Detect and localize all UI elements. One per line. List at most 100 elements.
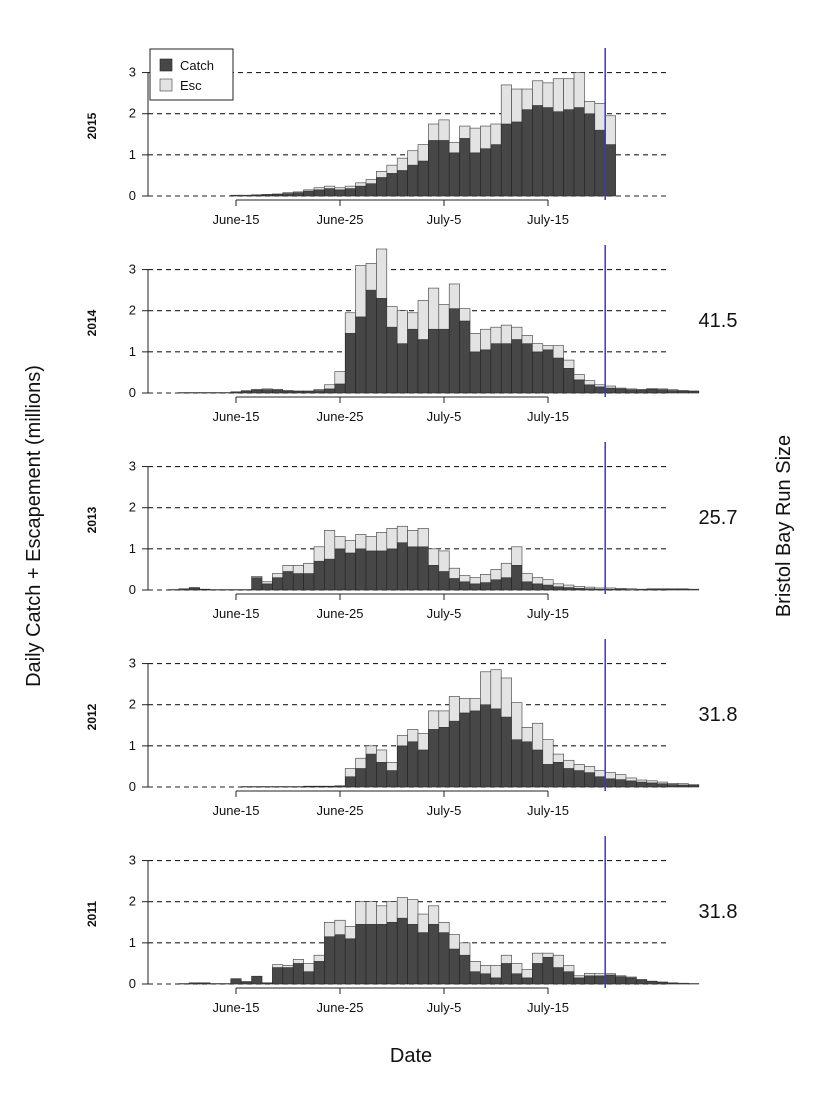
- catch-bar: [282, 967, 294, 985]
- catch-bar: [386, 548, 398, 591]
- escapement-bar: [344, 185, 356, 189]
- catch-bar: [428, 140, 440, 197]
- catch-bar: [511, 121, 523, 197]
- escapement-bar: [459, 698, 471, 714]
- y-tick-label: 0: [129, 976, 136, 991]
- escapement-bar: [573, 585, 585, 589]
- panel-2014: 0 1 2 3 June-15 June-25 July-5 July-15 2014 41.5: [85, 245, 737, 424]
- escapement-bar: [438, 550, 450, 572]
- escapement-bar: [365, 901, 377, 925]
- escapement-bar: [594, 770, 606, 778]
- escapement-bar: [303, 963, 315, 972]
- escapement-bar: [490, 326, 502, 344]
- legend-box: [149, 48, 234, 101]
- catch-bar: [542, 107, 554, 197]
- escapement-bar: [438, 119, 450, 141]
- catch-bar: [584, 384, 596, 394]
- escapement-bar: [542, 82, 554, 108]
- escapement-bar: [573, 975, 585, 979]
- catch-bar: [324, 388, 336, 394]
- escapement-bar: [376, 248, 388, 299]
- catch-bar: [469, 152, 481, 197]
- panel-2013: 0 1 2 3 June-15 June-25 July-5 July-15 2013 25.7: [85, 442, 737, 621]
- y-tick-label: 1: [129, 344, 136, 359]
- run-size-value: 31.8: [699, 704, 738, 726]
- escapement-bar: [521, 335, 533, 344]
- legend-catch-label: Catch: [180, 58, 214, 73]
- escapement-bar: [584, 766, 596, 773]
- catch-bar: [625, 977, 637, 985]
- catch-bar: [438, 140, 450, 197]
- y-tick-label: 3: [129, 262, 136, 277]
- catch-bar: [240, 981, 252, 985]
- catch-bar: [396, 745, 408, 788]
- catch-bar: [480, 349, 492, 394]
- catch-bar: [573, 379, 585, 394]
- escapement-bar: [677, 783, 689, 786]
- catch-bar: [656, 389, 668, 394]
- catch-bar: [324, 936, 336, 985]
- catch-bar: [584, 772, 596, 788]
- catch-bar: [490, 579, 502, 591]
- escapement-bar: [552, 345, 564, 359]
- panel-2012: 0 1 2 3 June-15 June-25 July-5 July-15 2012 31.8: [85, 639, 737, 818]
- legend-catch-swatch: [159, 58, 173, 72]
- catch-bar: [594, 129, 606, 197]
- catch-bar: [376, 177, 388, 197]
- y-tick-label: 0: [129, 779, 136, 794]
- escapement-bar: [594, 973, 606, 977]
- escapement-bar: [532, 80, 544, 106]
- catch-bar: [355, 548, 367, 591]
- escapement-bar: [490, 569, 502, 581]
- x-tick-label: June-15: [213, 212, 260, 227]
- escapement-bar: [240, 390, 252, 392]
- x-tick-label: July-5: [427, 212, 462, 227]
- escapement-bar: [563, 78, 575, 110]
- escapement-bar: [396, 735, 408, 747]
- escapement-bar: [604, 587, 616, 590]
- catch-bar: [615, 779, 627, 788]
- catch-bar: [324, 188, 336, 197]
- catch-bar: [272, 389, 284, 394]
- escapement-bar: [407, 899, 419, 925]
- catch-bar: [563, 368, 575, 394]
- catch-bar: [636, 979, 648, 985]
- catch-bar: [521, 977, 533, 985]
- legend-esc-swatch: [159, 78, 173, 92]
- catch-bar: [428, 565, 440, 591]
- catch-bar: [386, 326, 398, 394]
- panel-year-label: 2014: [85, 309, 99, 336]
- escapement-bar: [667, 782, 679, 785]
- escapement-bar: [324, 921, 336, 937]
- x-tick-label: June-25: [317, 606, 364, 621]
- escapement-bar: [417, 527, 429, 548]
- catch-bar: [365, 289, 377, 394]
- escapement-bar: [417, 300, 429, 340]
- escapement-bar: [584, 973, 596, 977]
- x-tick-label: July-5: [427, 1000, 462, 1015]
- escapement-bar: [500, 324, 512, 344]
- catch-bar: [521, 741, 533, 788]
- catch-bar: [344, 333, 356, 394]
- catch-bar: [552, 967, 564, 985]
- catch-bar: [292, 573, 304, 591]
- y-tick-label: 0: [129, 582, 136, 597]
- escapement-bar: [532, 722, 544, 751]
- x-tick-label: July-15: [527, 606, 569, 621]
- catch-bar: [511, 973, 523, 985]
- catch-bar: [448, 578, 460, 591]
- escapement-bar: [532, 577, 544, 585]
- catch-bar: [344, 776, 356, 788]
- escapement-bar: [313, 546, 325, 562]
- catch-bar: [490, 977, 502, 985]
- escapement-bar: [469, 961, 481, 972]
- catch-bar: [407, 546, 419, 591]
- catch-bar: [251, 976, 263, 985]
- catch-bar: [313, 189, 325, 197]
- escapement-bar: [615, 588, 627, 590]
- escapement-bar: [282, 192, 294, 194]
- catch-bar: [376, 762, 388, 788]
- y-tick-label: 2: [129, 697, 136, 712]
- catch-bar: [396, 542, 408, 591]
- catch-bar: [365, 753, 377, 788]
